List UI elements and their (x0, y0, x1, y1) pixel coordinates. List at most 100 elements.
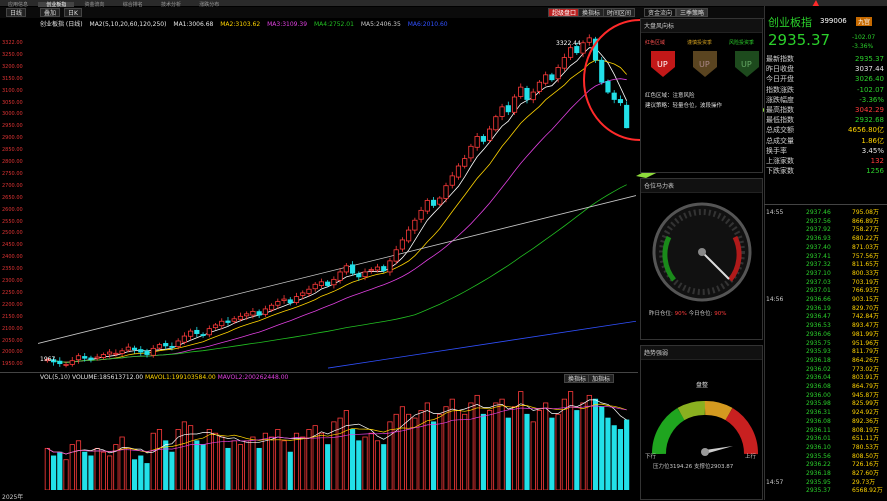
tick-price: 2935.93 (806, 348, 831, 356)
candle (131, 347, 138, 350)
season-strategy-tab[interactable]: 三季策略 (676, 8, 709, 17)
price-axis-label: 2200.00 (2, 301, 23, 308)
volume-bar (599, 406, 605, 490)
candle (312, 283, 318, 290)
compass-label-risk: 风险投资季 (729, 40, 755, 46)
candlestick-chart[interactable] (38, 28, 636, 373)
tick-volume: 829.70万 (852, 304, 879, 312)
candle (599, 59, 605, 83)
quote-row: 昨日收盘 3037.44 (766, 65, 886, 74)
trend-gauge (652, 401, 758, 456)
price-axis-label: 3250.00 (2, 51, 23, 58)
quote-label: 今日开盘 (766, 75, 794, 84)
candle (437, 197, 443, 205)
volume-bar (200, 444, 206, 490)
nav-tab[interactable]: 创业板指 (38, 2, 75, 8)
price-axis-label: 2550.00 (2, 218, 23, 225)
price-axis-label: 2450.00 (2, 242, 23, 249)
price-axis-label: 2150.00 (2, 313, 23, 320)
tick-price: 2936.08 (806, 383, 831, 390)
candle (624, 104, 630, 129)
period-button[interactable]: 日K (64, 8, 82, 17)
quote-value: 4656.80亿 (848, 126, 884, 135)
candle (206, 328, 212, 336)
nav-tab[interactable]: 应用信息 (8, 2, 29, 8)
tick-volume: 703.19万 (852, 278, 879, 286)
ma3-value: MA3:3109.39 (267, 21, 308, 28)
quote-label: 昨日收盘 (766, 65, 794, 74)
period-select[interactable]: 日线 (6, 8, 27, 17)
ma4-value: MA4:2752.01 (313, 21, 354, 28)
high-annotation: 3322.44 (556, 40, 581, 47)
candle (293, 296, 300, 303)
volume-bar (144, 463, 150, 490)
price-axis-label: 2500.00 (2, 230, 23, 237)
vol-add-button[interactable]: 加指标 (588, 374, 615, 383)
candle (163, 343, 169, 347)
fund-flow-tab[interactable]: 资金流向 (644, 8, 677, 17)
volume-bar (412, 417, 418, 490)
gauge-needle (701, 251, 730, 280)
candle (574, 46, 580, 54)
price-axis-label: 2350.00 (2, 266, 23, 273)
volume-bar (449, 398, 455, 490)
volume-bar (462, 413, 468, 490)
volume-bar (399, 406, 405, 490)
candle (580, 42, 586, 54)
tick-price: 2936.08 (806, 417, 831, 425)
nav-tab[interactable]: 技术分析 (161, 2, 182, 8)
quote-label: 最新指数 (766, 55, 794, 63)
volume-bar (480, 413, 486, 490)
tick-volume: 780.53万 (852, 443, 879, 451)
nav-tab[interactable]: 资金流向 (84, 2, 105, 8)
quote-label: 上涨家数 (766, 157, 794, 165)
quote-row: 最低指数 2932.68 (766, 116, 886, 125)
candle (356, 273, 362, 278)
volume-bar (505, 417, 511, 490)
volume-bar (343, 410, 349, 490)
overlay-button[interactable]: 叠加 (40, 8, 61, 17)
tick-volume: 951.96万 (852, 339, 879, 347)
volume-chart[interactable] (38, 384, 636, 490)
tick-price: 2937.01 (806, 287, 831, 295)
nine-grid-tag[interactable]: 九宫 (856, 17, 873, 26)
time-range-button[interactable]: 时间区间 (603, 8, 636, 17)
volume-bar (188, 425, 194, 490)
stock-change: -102.07 (852, 34, 876, 41)
volume-bar (555, 413, 561, 490)
volume-bar (530, 421, 536, 490)
stock-price: 2935.37 (768, 31, 831, 49)
candle (430, 199, 437, 206)
volume-bar (131, 459, 138, 490)
tick-price: 2937.40 (806, 243, 831, 251)
candle (219, 320, 225, 327)
today-label: 今日仓位: (688, 311, 713, 317)
stock-name: 创业板指 (768, 16, 812, 29)
volume-bar (269, 436, 275, 490)
tick-price: 2936.47 (806, 313, 831, 321)
mavol-line (47, 403, 627, 455)
volume-bar (94, 447, 100, 490)
compass-label-red: 红色区域 (645, 40, 666, 46)
volume-bar (387, 421, 393, 490)
nav-tab[interactable]: 涨跌分布 (199, 2, 220, 8)
quote-panel (764, 6, 887, 500)
quote-value: -102.07 (856, 85, 884, 94)
quote-value: 1256 (866, 167, 884, 176)
tick-volume: 651.11万 (852, 435, 879, 443)
tick-price: 2936.01 (806, 435, 831, 443)
volume-bar (237, 444, 244, 490)
quote-value: -3.36% (859, 95, 884, 104)
candle (592, 38, 599, 61)
tick-price: 2936.18 (806, 470, 831, 477)
candle (412, 219, 418, 231)
vol-switch-button[interactable]: 换指标 (564, 374, 591, 383)
nav-tab[interactable]: 综合排名 (122, 2, 143, 8)
volume-bar (443, 406, 449, 490)
volume-bar (487, 410, 493, 490)
yesterday-label: 昨日仓位: (649, 311, 673, 317)
volume-bar (88, 455, 94, 490)
super-button[interactable]: 超级盘口 (548, 8, 581, 17)
mavol1-value: MAVOL1:199103584.00 (145, 374, 216, 381)
volume-bar (362, 436, 368, 490)
